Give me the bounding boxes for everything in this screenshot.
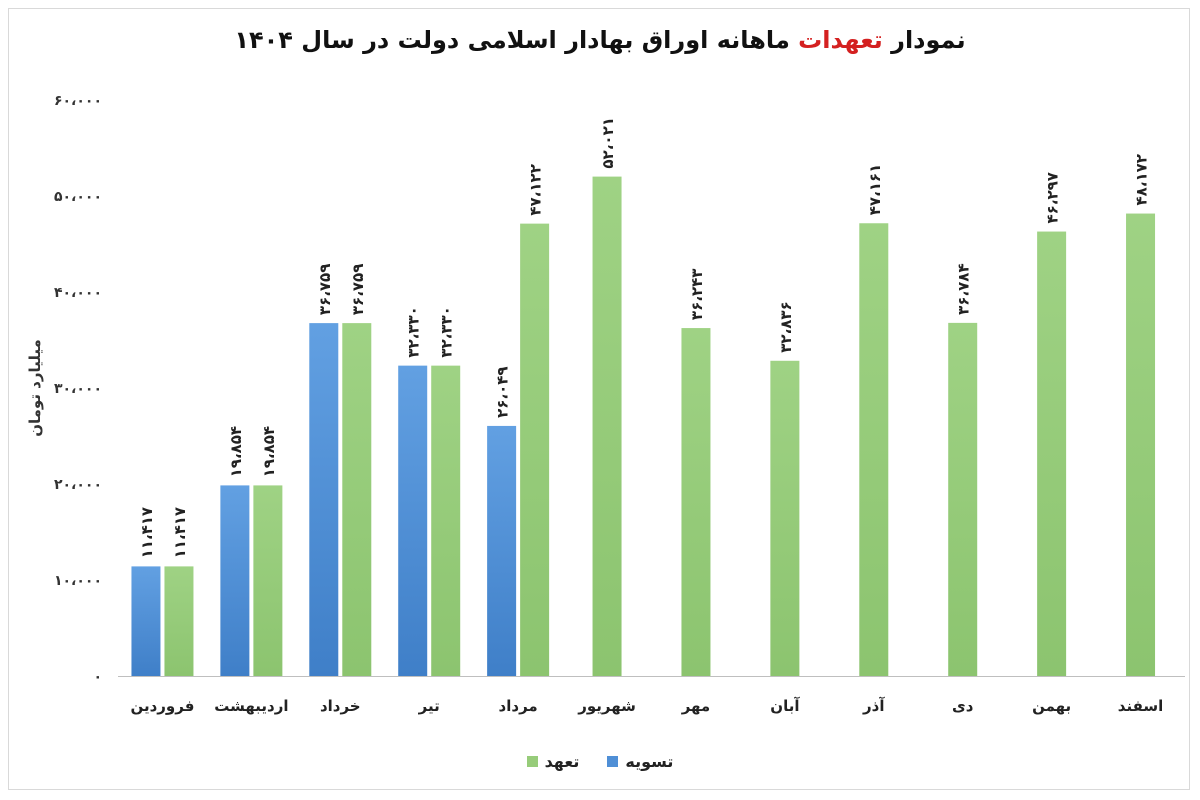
x-tick-label: آبان — [770, 697, 800, 715]
y-tick-label: ۶۰،۰۰۰ — [54, 93, 102, 109]
bar-commitment — [431, 365, 461, 676]
data-label: ۱۱،۴۱۷ — [171, 507, 189, 558]
legend-item-commitment: تعهد — [526, 752, 580, 771]
x-tick-label: بهمن — [1032, 697, 1071, 715]
bar-settlement — [309, 323, 339, 676]
data-label: ۴۸،۱۷۲ — [1133, 154, 1151, 205]
data-label: ۱۹،۸۵۴ — [260, 426, 278, 477]
data-label: ۳۶،۷۸۴ — [955, 263, 973, 314]
x-tick-label: فروردین — [130, 697, 194, 715]
legend-item-settlement: تسویه — [607, 752, 673, 771]
bar-commitment — [520, 223, 550, 677]
data-label: ۲۶،۰۴۹ — [494, 366, 512, 417]
bar-settlement — [220, 485, 250, 676]
data-label: ۳۶،۲۴۳ — [688, 269, 706, 320]
x-tick-label: دی — [952, 697, 974, 715]
x-tick-label: اسفند — [1118, 697, 1163, 715]
data-label: ۴۷،۱۶۱ — [866, 164, 884, 215]
data-label: ۴۶،۲۹۷ — [1044, 172, 1062, 223]
bar-commitment — [592, 176, 622, 677]
x-tick-label: مهر — [681, 697, 711, 715]
data-label: ۳۶،۷۵۹ — [316, 264, 334, 315]
bar-settlement — [398, 365, 428, 676]
title-prefix: نمودار — [891, 26, 966, 54]
bar-commitment — [770, 360, 800, 676]
bar-commitment — [164, 566, 194, 676]
bar-commitment — [1037, 231, 1067, 676]
data-label: ۳۲،۸۳۶ — [777, 301, 795, 352]
x-tick-label: مرداد — [499, 697, 538, 715]
bar-commitment — [859, 223, 889, 676]
legend-swatch-settlement — [607, 756, 619, 767]
y-tick-label: ۲۰،۰۰۰ — [54, 477, 102, 493]
y-tick-label: ۱۰،۰۰۰ — [54, 573, 102, 589]
bar-commitment — [1126, 213, 1156, 676]
chart-legend: تسویه تعهد — [0, 752, 1200, 771]
bar-settlement — [131, 566, 161, 676]
data-label: ۴۷،۱۲۲ — [527, 164, 545, 215]
legend-label-settlement: تسویه — [625, 752, 674, 771]
legend-label-commitment: تعهد — [544, 752, 580, 771]
x-tick-label: خرداد — [320, 697, 361, 715]
y-tick-label: ۰ — [93, 669, 102, 685]
bar-commitment — [253, 485, 283, 676]
x-tick-label: شهریور — [577, 697, 636, 715]
x-tick-label: اردیبهشت — [214, 697, 288, 715]
y-tick-label: ۵۰،۰۰۰ — [54, 189, 102, 205]
chart-title: نمودار تعهدات ماهانه اوراق بهادار اسلامی… — [0, 26, 1200, 54]
data-label: ۳۶،۷۵۹ — [349, 264, 367, 315]
y-axis-label: میلیارد تومان — [26, 339, 44, 437]
data-label: ۵۲،۰۲۱ — [599, 117, 617, 168]
bar-commitment — [681, 328, 711, 676]
bar-commitment — [342, 323, 372, 676]
legend-swatch-commitment — [526, 756, 538, 767]
x-tick-label: تیر — [418, 697, 440, 715]
data-label: ۱۹،۸۵۴ — [227, 426, 245, 477]
data-label: ۳۲،۳۳۰ — [405, 306, 423, 357]
x-tick-label: آذر — [862, 697, 885, 715]
y-tick-label: ۴۰،۰۰۰ — [54, 285, 102, 301]
data-label: ۳۲،۳۳۰ — [438, 306, 456, 357]
title-highlight: تعهدات — [798, 26, 883, 54]
bar-commitment — [948, 322, 978, 676]
data-label: ۱۱،۴۱۷ — [138, 507, 156, 558]
bar-settlement — [487, 425, 517, 676]
y-tick-label: ۳۰،۰۰۰ — [54, 381, 102, 397]
title-suffix: ماهانه اوراق بهادار اسلامی دولت در سال ۱… — [234, 26, 790, 54]
